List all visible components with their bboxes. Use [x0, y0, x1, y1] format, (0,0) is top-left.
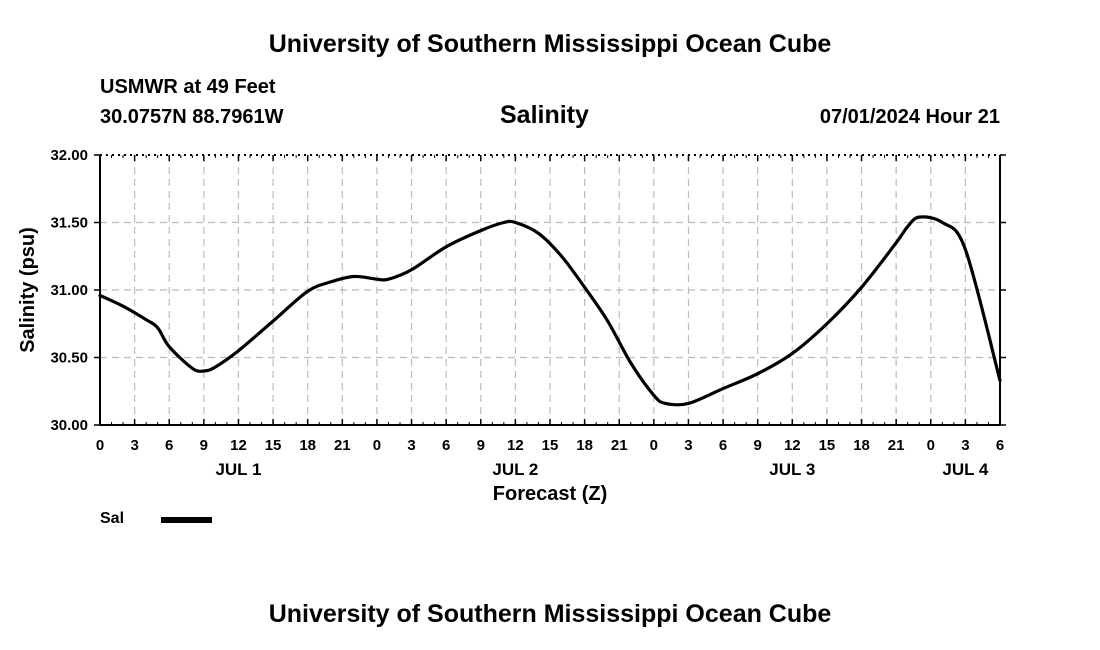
y-tick-label: 30.50 [50, 350, 88, 367]
x-tick-label: 21 [611, 437, 628, 454]
x-tick-label: 0 [373, 437, 381, 454]
date-label: JUL 3 [769, 460, 815, 479]
x-tick-label: 3 [407, 437, 415, 454]
x-tick-label: 12 [507, 437, 524, 454]
page-title: University of Southern Mississippi Ocean… [268, 30, 832, 58]
x-tick-label: 9 [754, 437, 762, 454]
tick-labels: 0 3 6 9 12 15 18 21 0 3 6 9 12 15 18 21 0 3 6 9 12 15 18 21 0 3 6 3… [17, 147, 1004, 505]
y-tick-label: 32.00 [50, 147, 88, 164]
legend-swatch [161, 517, 212, 523]
x-tick-label: 6 [165, 437, 173, 454]
x-tick-label: 18 [299, 437, 316, 454]
axes [94, 154, 1006, 426]
y-tick-label: 30.00 [50, 417, 88, 434]
x-tick-label: 3 [684, 437, 692, 454]
x-tick-label: 9 [200, 437, 208, 454]
x-tick-label: 12 [230, 437, 247, 454]
x-tick-label: 21 [334, 437, 351, 454]
x-tick-label: 9 [477, 437, 485, 454]
y-tick-label: 31.50 [50, 215, 88, 232]
date-label: JUL 4 [942, 460, 989, 479]
series [98, 215, 1002, 407]
x-tick-label: 18 [853, 437, 870, 454]
forecast-datetime: 07/01/2024 Hour 21 [819, 106, 1000, 128]
station-coordinates: 30.0757N 88.7961W [100, 106, 284, 128]
x-tick-label: 6 [996, 437, 1004, 454]
x-tick-label: 12 [784, 437, 801, 454]
x-tick-label: 6 [442, 437, 450, 454]
x-tick-label: 3 [130, 437, 138, 454]
x-tick-label: 15 [542, 437, 559, 454]
x-tick-label: 21 [888, 437, 905, 454]
legend-label: Sal [100, 510, 125, 527]
x-tick-label: 18 [576, 437, 593, 454]
chart-title: Salinity [500, 101, 589, 129]
y-tick-label: 31.00 [50, 282, 88, 299]
footer-title: University of Southern Mississippi Ocean… [268, 600, 832, 628]
y-axis-title: Salinity (psu) [17, 227, 39, 353]
x-tick-label: 15 [819, 437, 836, 454]
date-label: JUL 2 [492, 460, 538, 479]
x-tick-label: 0 [650, 437, 658, 454]
x-tick-label: 0 [96, 437, 104, 454]
x-axis-title: Forecast (Z) [493, 483, 607, 505]
x-tick-label: 15 [265, 437, 282, 454]
x-tick-label: 3 [961, 437, 969, 454]
date-label: JUL 1 [215, 460, 261, 479]
x-tick-label: 0 [927, 437, 935, 454]
station-name: USMWR at 49 Feet [100, 76, 276, 98]
grid [100, 155, 1000, 425]
series-line-salinity [98, 215, 1002, 407]
x-tick-label: 6 [719, 437, 727, 454]
